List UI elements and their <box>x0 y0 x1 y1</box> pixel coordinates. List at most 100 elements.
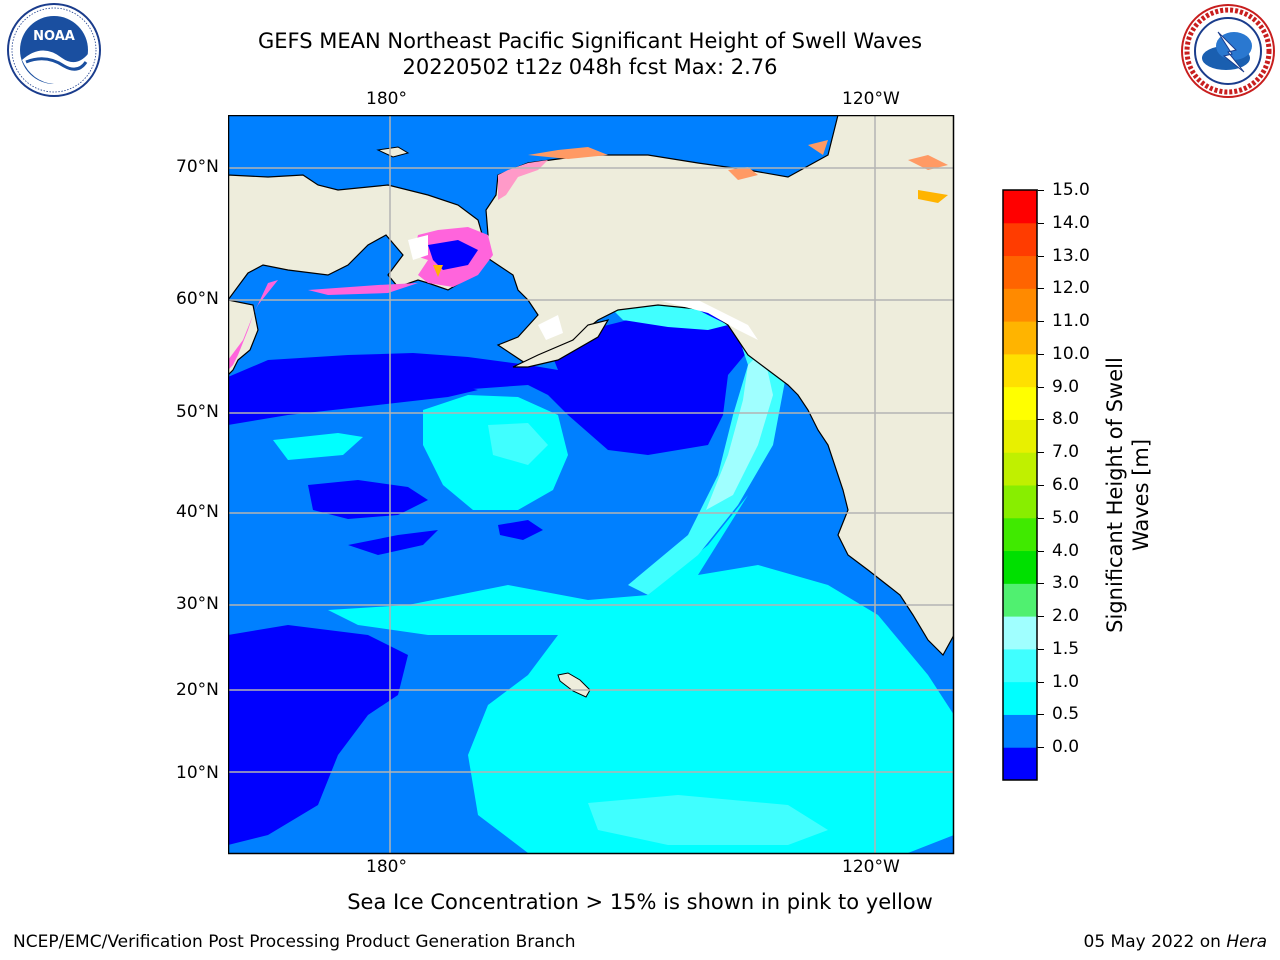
no-data-1 <box>408 235 428 260</box>
colorbar-tick-label: 8.0 <box>1052 409 1080 430</box>
colorbar-tick-label: 4.0 <box>1052 540 1080 561</box>
lat-label-50n: 50°N <box>176 402 219 422</box>
lon-label-bottom-120w: 120°W <box>842 857 900 877</box>
lon-label-top-120w: 120°W <box>842 89 900 109</box>
colorbar-tick-label: 5.0 <box>1052 507 1080 528</box>
colorbar-tick <box>1038 485 1044 486</box>
colorbar-tick <box>1038 583 1044 585</box>
colorbar-tick <box>1038 255 1044 257</box>
map-panel <box>228 115 955 855</box>
land-north-america <box>482 115 954 656</box>
colorbar-tick-label: 6.0 <box>1052 475 1080 495</box>
colorbar-tick <box>1038 190 1044 191</box>
colorbar-tick-label: 9.0 <box>1052 376 1080 397</box>
noaa-logo: NOAA <box>7 3 101 97</box>
colorbar-tick-label: 11.0 <box>1052 311 1090 332</box>
colorbar-segment-9 <box>1003 452 1037 486</box>
colorbar-segment-17 <box>1003 190 1037 224</box>
colorbar-segment-13 <box>1003 321 1037 355</box>
colorbar-label-wrap: Significant Height of Swell Waves [m] <box>1088 357 1168 633</box>
deep-blue-patch-3 <box>498 520 543 540</box>
colorbar-tick <box>1038 452 1044 454</box>
colorbar-tick-label: 10.0 <box>1052 343 1090 364</box>
lat-label-40n: 40°N <box>176 502 219 522</box>
colorbar-tick <box>1038 222 1044 224</box>
colorbar-tick <box>1038 321 1044 323</box>
no-data-3 <box>658 300 758 340</box>
footer-machine: Hera <box>1226 932 1267 952</box>
colorbar-tick <box>1038 386 1044 388</box>
map-frame <box>228 115 955 855</box>
colorbar-segment-14 <box>1003 288 1037 322</box>
colorbar-tick <box>1038 550 1044 552</box>
land-alaska-peninsula <box>512 319 610 368</box>
lat-label-20n: 20°N <box>176 680 219 700</box>
colorbar-segment-3 <box>1003 648 1037 683</box>
sea-ice-beaufort-2 <box>728 167 758 180</box>
colorbar-segment-6 <box>1003 550 1037 584</box>
colorbar-tick <box>1038 419 1044 421</box>
colorbar-segment-7 <box>1003 517 1037 552</box>
lat-label-30n: 30°N <box>176 594 219 614</box>
map-title: GEFS MEAN Northeast Pacific Significant … <box>257 29 923 53</box>
colorbar-segment-10 <box>1003 419 1037 453</box>
colorbar-tick <box>1038 648 1044 650</box>
sea-ice-note: Sea Ice Concentration > 15% is shown in … <box>347 890 933 914</box>
cyan-swell-south <box>328 495 954 853</box>
deep-blue-west <box>228 625 408 845</box>
colorbar-tick-label: 7.0 <box>1052 442 1080 463</box>
sea-ice-yellow-1 <box>433 265 443 277</box>
sea-ice-beaufort-3 <box>808 140 828 155</box>
footer-date: 05 May 2022 on Hera <box>1084 932 1268 952</box>
colorbar-tick <box>1038 747 1044 749</box>
colorbar-tick <box>1038 681 1044 683</box>
colorbar-segment-11 <box>1003 386 1037 420</box>
lat-label-60n: 60°N <box>176 289 219 309</box>
colorbar-tick-label: 13.0 <box>1052 245 1090 266</box>
footer-branch: NCEP/EMC/Verification Post Processing Pr… <box>13 932 576 952</box>
colorbar-tick <box>1038 616 1044 618</box>
colorbar-tick <box>1038 714 1044 716</box>
colorbar-tick <box>1038 517 1044 519</box>
colorbar-tick-label: 0.5 <box>1052 704 1080 725</box>
graticule <box>228 115 954 853</box>
lon-label-bottom-180: 180° <box>366 857 407 877</box>
cyan-patch-west <box>273 433 363 460</box>
lon-label-top-180: 180° <box>366 89 407 109</box>
deep-blue-aleutian <box>228 373 478 425</box>
colorbar-label: Significant Height of Swell Waves [m] <box>1103 357 1153 633</box>
deep-blue-patch-2 <box>348 530 438 555</box>
colorbar-tick <box>1038 288 1044 290</box>
sea-ice-chukchi <box>498 160 548 200</box>
noaa-logo-text: NOAA <box>33 29 75 44</box>
colorbar-tick-label: 2.0 <box>1052 606 1080 627</box>
colorbar-tick <box>1038 353 1044 355</box>
colorbar-tick-label: 3.0 <box>1052 573 1080 594</box>
colorbar-segment-15 <box>1003 255 1037 289</box>
sea-ice-beaufort-1 <box>528 147 608 159</box>
colorbar-segment-16 <box>1003 222 1037 257</box>
footer-date-text: 05 May 2022 on <box>1083 932 1221 952</box>
sea-ice-arctic-east <box>908 155 948 170</box>
colorbar-segment-8 <box>1003 485 1037 519</box>
colorbar-segment-2 <box>1003 681 1037 715</box>
deep-blue-patch-1 <box>308 480 428 519</box>
lat-label-10n: 10°N <box>176 763 219 783</box>
colorbar <box>1002 189 1038 781</box>
colorbar-tick-label: 14.0 <box>1052 212 1090 233</box>
land-wrangel <box>376 146 410 158</box>
swell-patch-south <box>588 795 828 845</box>
colorbar-tick-label: 1.5 <box>1052 638 1080 659</box>
colorbar-segment-5 <box>1003 583 1037 617</box>
colorbar-tick-label: 0.0 <box>1052 737 1080 758</box>
nws-logo <box>1181 4 1275 98</box>
map-subtitle: 20220502 t12z 048h fcst Max: 2.76 <box>402 55 778 79</box>
colorbar-segment-1 <box>1003 714 1037 748</box>
swell-band-core <box>706 350 773 510</box>
swell-patch-center <box>488 423 548 465</box>
colorbar-segment-4 <box>1003 616 1037 650</box>
land-hawaii <box>557 672 591 698</box>
colorbar-tick-label: 15.0 <box>1052 180 1090 200</box>
colorbar-tick-label: 12.0 <box>1052 278 1090 299</box>
